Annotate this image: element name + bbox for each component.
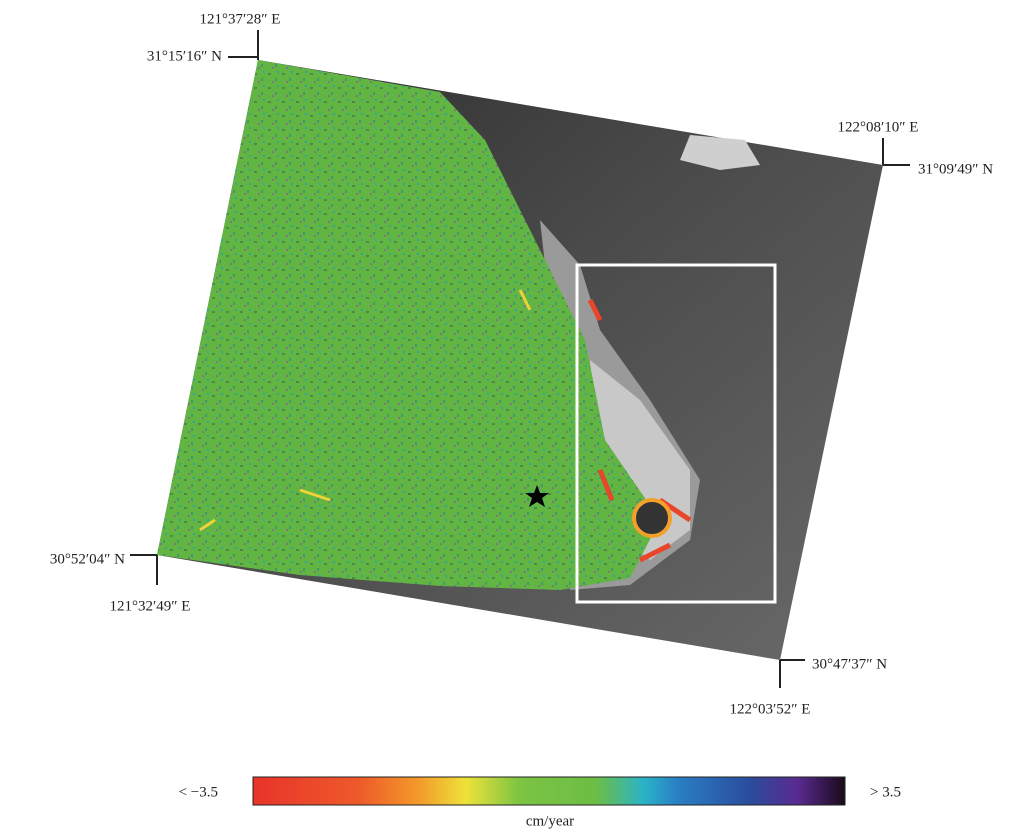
corner-lon: 121°32′49″ E	[110, 598, 191, 614]
corner-lat: 30°52′04″ N	[50, 551, 125, 567]
map-figure: 121°37′28″ E 31°15′16″ N 122°08′10″ E 31…	[0, 0, 1030, 835]
colorbar-min-label: < −3.5	[179, 784, 218, 800]
corner-lat: 31°15′16″ N	[147, 48, 222, 64]
colorbar-unit: cm/year	[526, 813, 574, 829]
corner-lat: 31°09′49″ N	[918, 161, 993, 177]
lake	[634, 500, 670, 536]
colorbar-max-label: > 3.5	[870, 784, 901, 800]
corner-lon: 122°08′10″ E	[838, 119, 919, 135]
corner-lon: 121°37′28″ E	[200, 11, 281, 27]
corner-lat: 30°47′37″ N	[812, 656, 887, 672]
colorbar	[253, 777, 845, 805]
corner-lon: 122°03′52″ E	[730, 701, 811, 717]
